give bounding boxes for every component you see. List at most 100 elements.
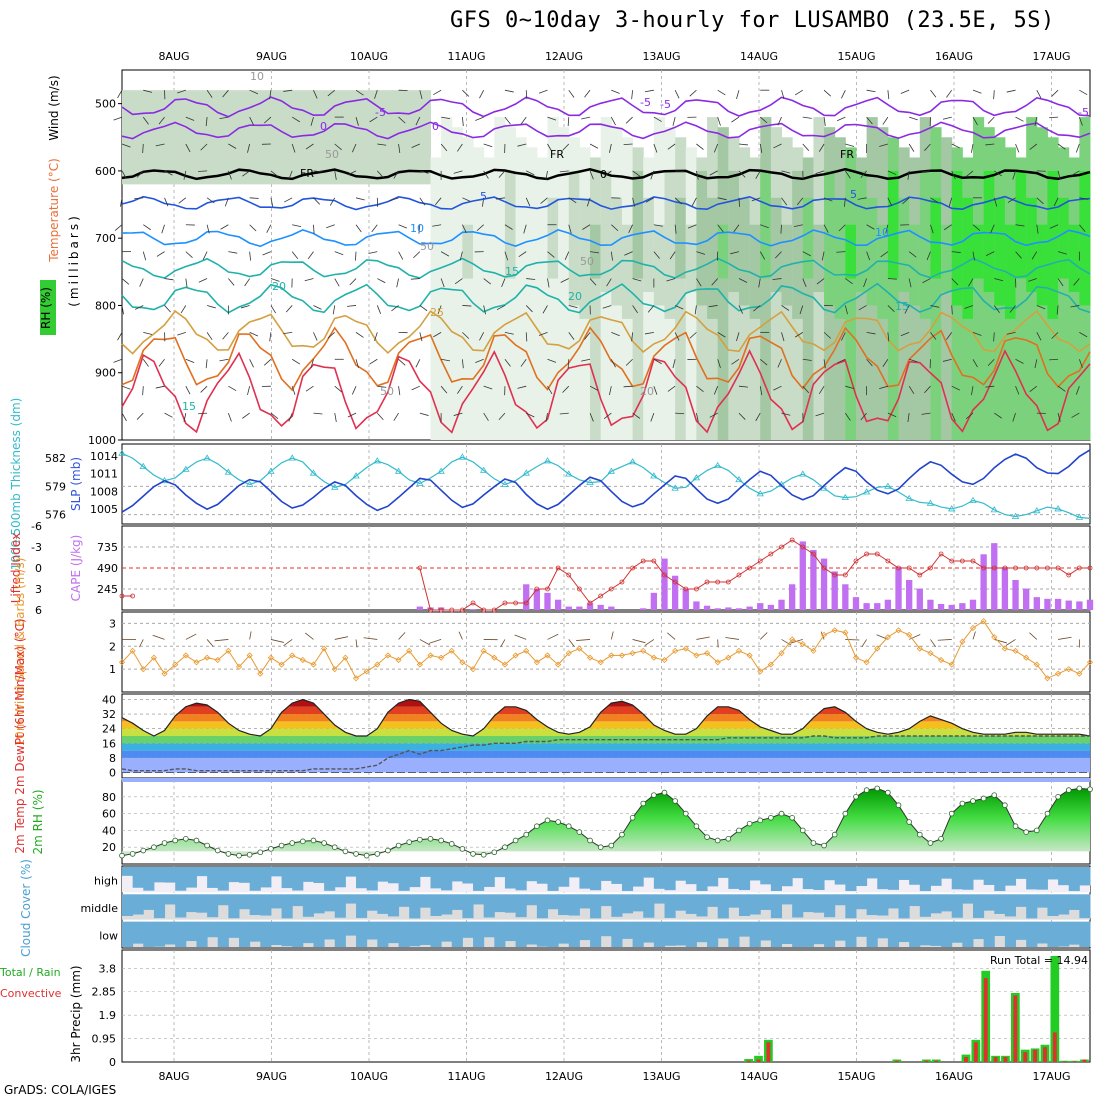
wind-speed-point [427, 652, 434, 659]
thickness-point [884, 482, 892, 489]
cape-bar [884, 599, 892, 610]
rh-point [470, 851, 476, 857]
surface-wind-barb [547, 633, 559, 640]
cloud-cell [1015, 867, 1027, 879]
wind-barb [946, 332, 953, 340]
wind-barb [610, 359, 616, 368]
thickness-point [118, 449, 126, 456]
wind-barb [249, 224, 257, 232]
lifted-index-point [566, 572, 572, 578]
cape-bar [1044, 598, 1051, 610]
wind-barb [249, 251, 251, 261]
wind-barb [924, 143, 931, 151]
rh-shade-cell [302, 90, 314, 185]
wind-speed-point [416, 661, 423, 668]
rh-point [1023, 829, 1029, 835]
wind-barb [836, 116, 846, 122]
wind-barb [942, 358, 952, 362]
thickness-point [394, 467, 403, 474]
rh-shade-cell [855, 170, 868, 292]
surface-wind-barb [458, 631, 463, 640]
cloud-cell [313, 921, 325, 947]
wind-barb [454, 278, 463, 285]
wind-barb [758, 278, 761, 288]
rh-point [746, 820, 753, 827]
wind-barb [1057, 143, 1066, 150]
cloud-cell [164, 867, 176, 883]
wind-speed-point [321, 645, 328, 652]
temperature-contour [121, 121, 1091, 140]
wind-barb [972, 251, 975, 261]
cloud-cell [196, 867, 208, 877]
cloud-cell [302, 921, 314, 944]
cloud-cell [249, 921, 261, 942]
lifted-index-point [757, 558, 763, 564]
wind-speed-point [842, 629, 849, 636]
surface-wind-barb [1005, 639, 1016, 646]
wind-barb [461, 359, 464, 369]
contour-label: 10 [410, 222, 424, 235]
wind-barb [1079, 224, 1086, 232]
cape-bar [437, 607, 445, 610]
rh-point [161, 840, 168, 846]
contour-label: 20 [640, 385, 654, 398]
rh-shade-cell [1058, 197, 1070, 279]
contour-label: FR [550, 148, 564, 161]
cloud-cell [430, 921, 442, 947]
cloud-cell [653, 867, 666, 889]
wind-barb [1053, 197, 1059, 207]
rh-point [906, 819, 912, 825]
wind-barb [972, 89, 982, 94]
wind-speed-point [469, 666, 477, 673]
cloud-cell [217, 921, 229, 947]
wind-barb [501, 278, 506, 288]
cloud-cell [430, 867, 442, 889]
cape-bar [991, 543, 998, 610]
rh-shade-cell [260, 90, 272, 185]
precip-convective-bar [756, 1059, 761, 1062]
wind-barb [1049, 224, 1059, 229]
cloud-cell [462, 921, 474, 938]
wind-barb [900, 89, 910, 94]
cape-bar [1023, 588, 1030, 610]
cloud-level-label: high [94, 875, 118, 888]
rh-shade-cell [175, 90, 187, 185]
cloud-cell [494, 894, 506, 913]
wind-speed-point [544, 652, 551, 659]
cape-bar [937, 604, 945, 610]
cape-bar [959, 603, 966, 610]
wind-barb [219, 358, 229, 362]
cloud-cell [1015, 921, 1027, 940]
wind-speed-point [1055, 670, 1062, 677]
lifted-index-point [938, 551, 944, 557]
cloud-cell [962, 921, 974, 947]
surface-wind-barb [568, 639, 575, 647]
cloud-cell [345, 921, 357, 936]
wind-barb [142, 116, 149, 125]
wind-barb [1029, 385, 1038, 393]
wind-barb [327, 332, 336, 339]
wind-barb [951, 278, 959, 286]
cape-bar [469, 609, 477, 610]
wind-barb [930, 305, 940, 308]
wind-barb [972, 331, 982, 336]
wind-barb [441, 116, 451, 120]
slp-tick: 1014 [90, 450, 118, 463]
cloud-cell [366, 921, 378, 940]
wind-barb [909, 358, 918, 363]
rh-point [619, 831, 625, 838]
wind-barb [753, 305, 761, 312]
cape-bar [640, 608, 647, 610]
slp-tick: 1011 [90, 468, 118, 481]
cloud-cell [1015, 894, 1027, 907]
cloud-cell [770, 894, 783, 919]
wind-barb [802, 278, 807, 288]
thickness-point [586, 478, 594, 485]
cloud-cell [270, 867, 283, 877]
thickness-point [969, 496, 977, 503]
wind-barb [441, 358, 451, 362]
wind-barb [845, 143, 855, 147]
rh-point [321, 840, 327, 846]
cloud-cell [824, 921, 836, 947]
